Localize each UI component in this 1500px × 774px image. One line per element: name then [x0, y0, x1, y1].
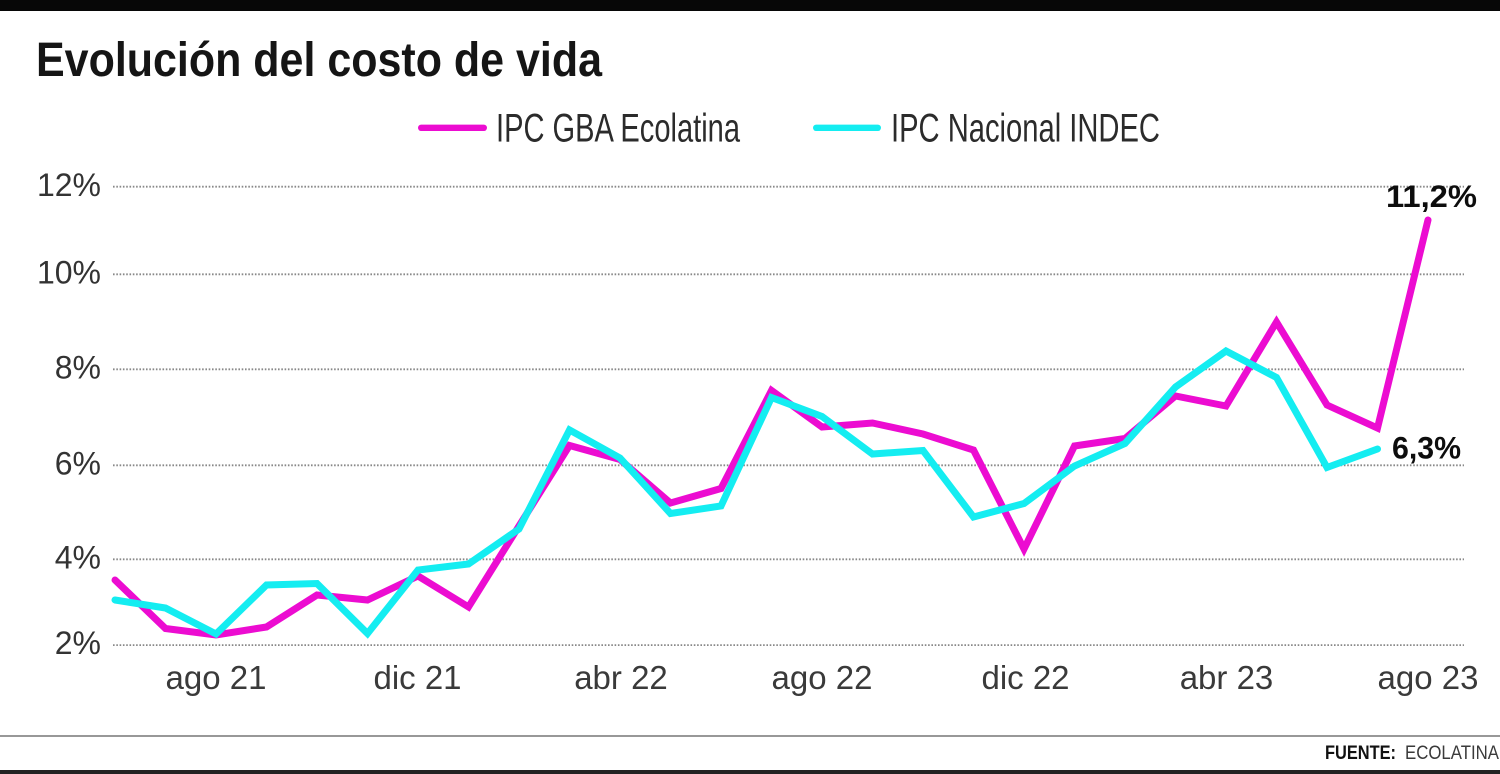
svg-text:ECOLATINA: ECOLATINA	[1405, 743, 1499, 764]
svg-text:ago 21: ago 21	[166, 659, 267, 696]
svg-text:11,2%: 11,2%	[1386, 178, 1477, 214]
svg-text:6%: 6%	[55, 446, 101, 482]
svg-text:6,3%: 6,3%	[1392, 430, 1461, 466]
svg-text:IPC Nacional INDEC: IPC Nacional INDEC	[891, 107, 1160, 151]
svg-text:4%: 4%	[55, 540, 101, 576]
svg-text:ago 22: ago 22	[772, 659, 873, 696]
svg-text:FUENTE:: FUENTE:	[1325, 743, 1396, 764]
svg-text:abr 23: abr 23	[1180, 659, 1274, 696]
svg-text:Evolución del costo de vida: Evolución del costo de vida	[36, 34, 602, 87]
svg-text:12%: 12%	[37, 167, 101, 203]
svg-text:8%: 8%	[55, 350, 101, 386]
svg-text:dic 22: dic 22	[981, 659, 1069, 696]
svg-text:10%: 10%	[37, 255, 101, 291]
svg-text:dic 21: dic 21	[373, 659, 461, 696]
svg-text:ago 23: ago 23	[1378, 659, 1479, 696]
svg-text:IPC GBA Ecolatina: IPC GBA Ecolatina	[496, 107, 741, 151]
svg-text:abr 22: abr 22	[574, 659, 668, 696]
svg-text:2%: 2%	[55, 625, 101, 661]
